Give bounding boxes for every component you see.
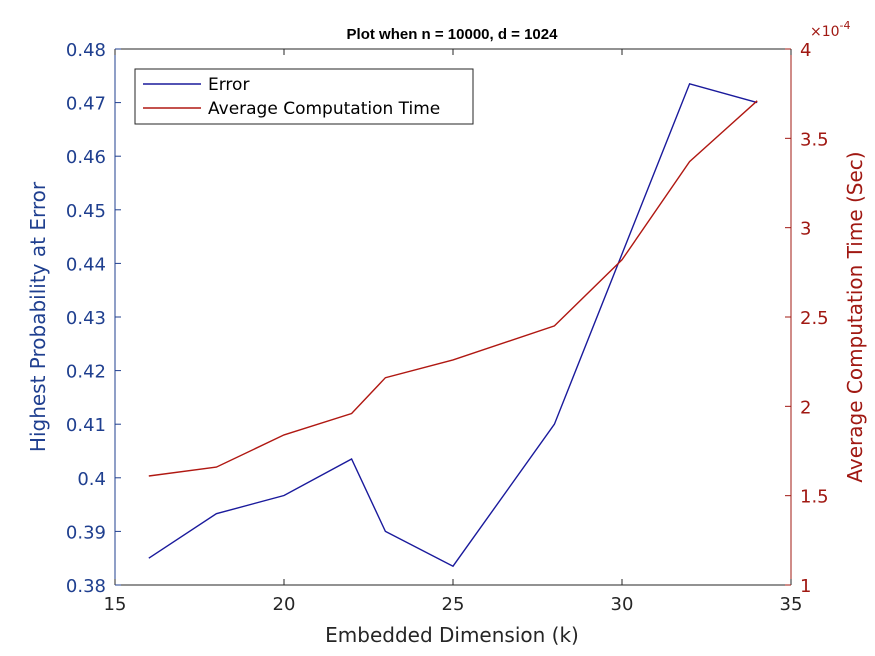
axes: 15 20 25 30 35 0.38 0.39 0.4 0.41 0.42 0.43 0.44 0.4…: [66, 40, 829, 615]
right-axis-exponent: ×10-4: [810, 19, 851, 40]
y-right-tick-label: 2: [800, 397, 811, 418]
y-left-tick-label: 0.43: [66, 308, 106, 329]
legend-label: Average Computation Time: [208, 99, 440, 119]
y-left-tick-label: 0.44: [66, 254, 106, 275]
right-axis-exponent-power: -4: [840, 19, 851, 32]
y-axis-left-label: Highest Probability at Error: [26, 181, 50, 452]
chart-title: Plot when n = 10000, d = 1024: [347, 26, 559, 43]
y-left-tick-label: 0.41: [66, 415, 106, 436]
y-left-tick-label: 0.42: [66, 362, 106, 383]
y-left-tick-label: 0.47: [66, 94, 106, 115]
y-right-tick-label: 3.5: [800, 129, 829, 150]
y-left-tick-label: 0.48: [66, 40, 106, 61]
y-right-tick-label: 1.5: [800, 487, 829, 508]
y-left-tick-label: 0.39: [66, 522, 106, 543]
y-left-tick-label: 0.46: [66, 147, 106, 168]
x-tick-label: 25: [442, 594, 465, 615]
legend: Error Average Computation Time: [134, 68, 474, 125]
right-axis-exponent-base: ×10: [810, 24, 840, 40]
y-right-tick-label: 2.5: [800, 308, 829, 329]
y-right-tick-label: 4: [800, 40, 811, 61]
plot-area: [148, 82, 758, 568]
y-left-tick-label: 0.38: [66, 576, 106, 597]
legend-label: Error: [208, 75, 249, 95]
x-tick-label: 35: [780, 594, 803, 615]
legend-box: [134, 68, 474, 125]
y-right-tick-label: 1: [800, 576, 811, 597]
series-line-computation-time: [148, 100, 758, 477]
y-left-tick-label: 0.45: [66, 201, 106, 222]
x-tick-label: 30: [611, 594, 634, 615]
x-axis-label: Embedded Dimension (k): [325, 623, 579, 647]
series-line-error: [148, 82, 758, 568]
y-left-tick-label: 0.4: [77, 469, 106, 490]
y-right-tick-label: 3: [800, 219, 811, 240]
x-tick-label: 20: [273, 594, 296, 615]
y-axis-right-label: Average Computation Time (Sec): [843, 151, 867, 482]
x-tick-label: 15: [104, 594, 127, 615]
